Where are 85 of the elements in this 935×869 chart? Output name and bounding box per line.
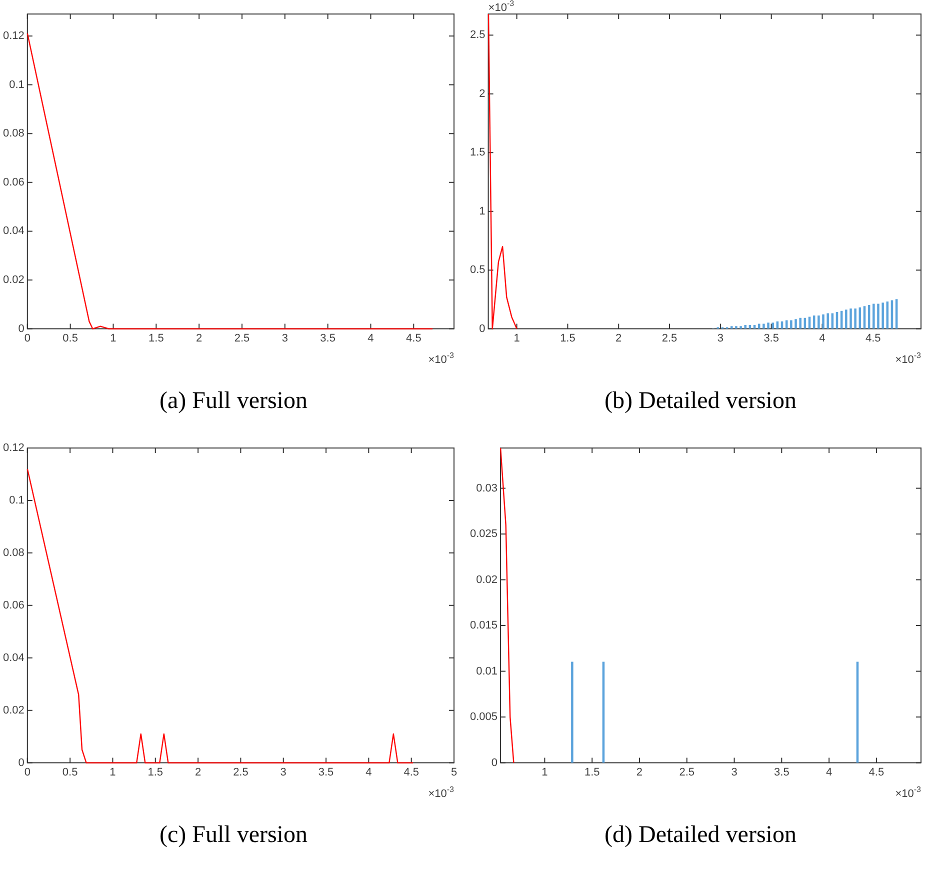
x-tick-label: 1 <box>542 766 548 778</box>
y-tick-label: 0.06 <box>2 599 24 612</box>
x-tick-label: 4 <box>826 766 832 778</box>
bar <box>882 302 884 329</box>
x-tick-label: 2 <box>616 332 622 344</box>
x-tick-label: 1.5 <box>148 766 164 778</box>
y-tick-label: 0.03 <box>476 482 498 494</box>
x-tick-label: 0.5 <box>62 766 78 778</box>
x-tick-label: 2 <box>636 766 643 778</box>
y-tick-label: 0.5 <box>470 264 486 276</box>
bar <box>790 320 792 329</box>
x-tick-label: 1 <box>110 766 116 778</box>
bar <box>794 319 797 329</box>
x-tick-label: 4 <box>366 766 372 778</box>
x-tick-label: 1.5 <box>148 332 164 344</box>
y-tick-label: 2 <box>479 88 486 100</box>
x-tick-label: 2.5 <box>234 332 250 344</box>
y-tick-label: 0.005 <box>470 711 498 724</box>
y-tick-label: 0.1 <box>9 494 24 506</box>
x-tick-label: 1.5 <box>584 766 600 778</box>
bar <box>730 326 733 329</box>
y-tick-label: 0.015 <box>470 620 498 632</box>
y-tick-label: 0.12 <box>2 442 24 454</box>
x-tick-label: 2 <box>194 766 202 778</box>
y-tick-label: 0.04 <box>2 652 24 664</box>
y-tick-label: 0.01 <box>476 665 498 678</box>
text: (a) Full version <box>158 388 308 415</box>
bar <box>854 308 856 329</box>
x-tick-label: 2.5 <box>679 766 695 778</box>
x-tick-label: 5 <box>450 766 458 778</box>
x-tick-label: 4.5 <box>868 766 884 778</box>
x-tick-label: 0.5 <box>62 332 78 344</box>
bar <box>845 310 848 329</box>
y-tick-label: 0.06 <box>2 176 24 188</box>
y-tick-label: 0 <box>18 756 24 769</box>
y-tick-label: 0.025 <box>470 528 498 540</box>
y-tick-label: 0 <box>18 322 24 335</box>
y-tick-label: 0 <box>491 756 498 769</box>
y-tick-label: 1.5 <box>470 146 486 159</box>
x-tick-label: 2.5 <box>662 332 678 344</box>
x-tick-label: 1 <box>514 332 520 344</box>
y-tick-label: 0.08 <box>2 546 24 559</box>
text: (c) Full version <box>158 822 308 849</box>
x-tick-label: 3 <box>280 766 286 778</box>
y-tick-label: 0.08 <box>2 128 24 140</box>
bar <box>744 324 746 329</box>
x-tick-label: 2 <box>196 332 202 344</box>
x-tick-label: 4.5 <box>406 332 422 344</box>
y-tick-label: 0.12 <box>2 30 24 42</box>
bar <box>877 304 880 329</box>
text: (b) Detailed version <box>604 388 798 415</box>
x-tick-label: 4.5 <box>404 766 419 778</box>
bar <box>872 304 875 329</box>
x-tick-label: 3 <box>731 766 738 778</box>
x-tick-label: 3 <box>717 332 724 344</box>
y-tick-label: 0.1 <box>9 78 24 91</box>
bar <box>799 318 802 329</box>
y-tick-label: 0.02 <box>2 274 24 286</box>
x-tick-label: 1 <box>110 332 116 344</box>
x-tick-label: 3.5 <box>774 766 790 778</box>
bar <box>822 314 824 329</box>
bar <box>762 324 765 329</box>
x-tick-label: 3.5 <box>318 766 334 778</box>
bar <box>740 326 742 329</box>
bar <box>850 308 852 329</box>
bar <box>767 322 770 329</box>
x-tick-label: 3.5 <box>320 332 336 344</box>
bar <box>826 313 829 329</box>
bar <box>772 322 774 329</box>
bar <box>735 326 738 329</box>
x-tick-label: 3 <box>282 332 288 344</box>
y-tick-label: 0.04 <box>2 225 24 238</box>
text: (d) Detailed version <box>604 822 798 849</box>
y-tick-label: 2.5 <box>470 29 486 42</box>
x-tick-label: 4.5 <box>866 332 881 344</box>
x-tick-label: 1.5 <box>560 332 576 344</box>
y-tick-label: 0 <box>479 322 486 335</box>
x-tick-label: 2.5 <box>233 766 248 778</box>
y-tick-label: 0.02 <box>476 574 498 586</box>
x-tick-label: 3.5 <box>764 332 779 344</box>
bar <box>818 316 820 329</box>
x-tick-label: 4 <box>819 332 826 344</box>
y-tick-label: 1 <box>479 205 486 218</box>
x-tick-label: 4 <box>368 332 374 344</box>
y-tick-label: 0.02 <box>2 704 24 716</box>
